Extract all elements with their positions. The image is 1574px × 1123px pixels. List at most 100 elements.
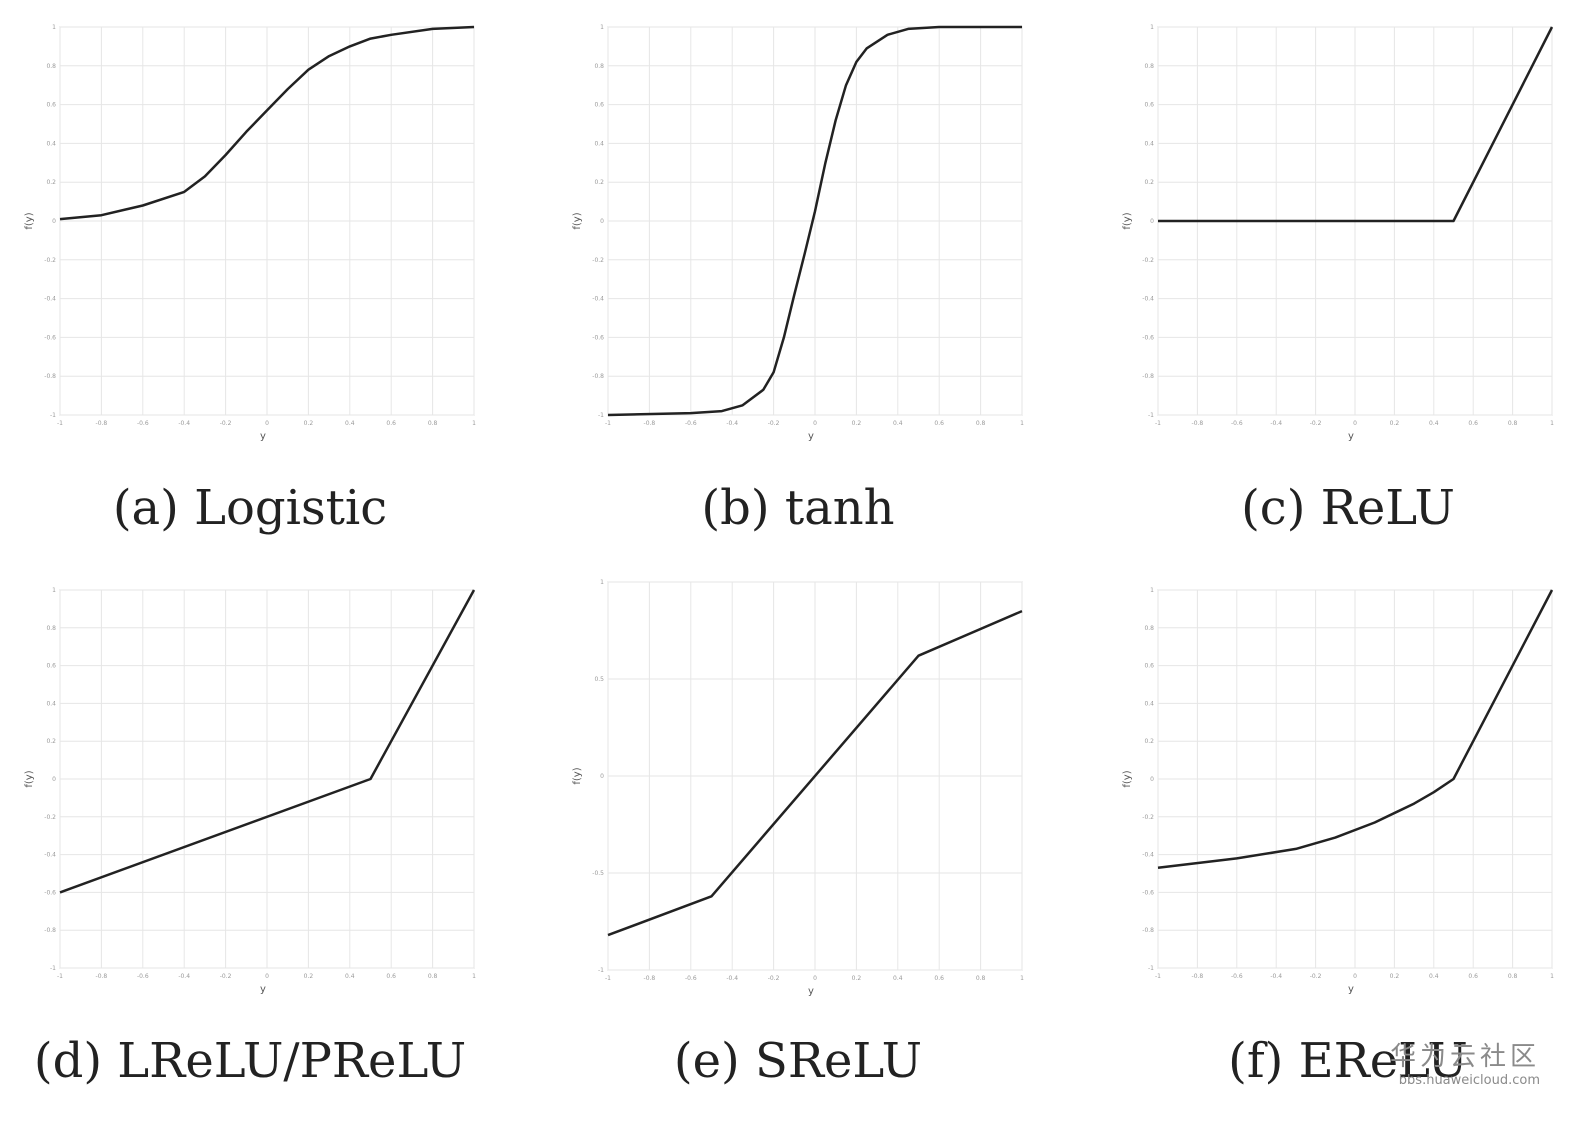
y-tick-label: 1 bbox=[600, 579, 604, 586]
y-tick-label: -0.2 bbox=[1142, 814, 1154, 821]
x-tick-label: 0.8 bbox=[1508, 973, 1518, 980]
series-line bbox=[607, 25, 1022, 417]
x-tick-label: -0.4 bbox=[178, 973, 190, 980]
x-tick-label: 0.6 bbox=[1468, 973, 1478, 980]
y-tick-label: 0.8 bbox=[594, 63, 604, 70]
caption-tanh: (b) tanh bbox=[701, 480, 895, 536]
y-tick-label: 0 bbox=[1150, 776, 1154, 783]
y-tick-label: -0.4 bbox=[592, 296, 604, 303]
y-tick-label: -0.8 bbox=[1142, 373, 1154, 380]
y-tick-label: 0.2 bbox=[1144, 179, 1154, 186]
y-tick-label: -1 bbox=[598, 967, 604, 974]
y-tick-label: 1 bbox=[1150, 24, 1154, 31]
caption-erelu: (f) EReLU bbox=[1228, 1033, 1468, 1089]
y-tick-label: 0 bbox=[52, 218, 56, 225]
x-tick-label: 0.8 bbox=[428, 420, 438, 427]
x-tick-label: -0.8 bbox=[96, 973, 108, 980]
caption-lrelu-prelu: (d) LReLU/PReLU bbox=[33, 1033, 467, 1089]
x-tick-label: -0.8 bbox=[1192, 420, 1204, 427]
y-tick-label: -0.2 bbox=[44, 257, 56, 264]
y-tick-label: 0.8 bbox=[1144, 625, 1154, 632]
y-tick-label: 0.8 bbox=[46, 625, 56, 632]
x-axis-label: y bbox=[1348, 984, 1354, 995]
x-tick-label: 0.2 bbox=[304, 973, 314, 980]
x-tick-label: 0.8 bbox=[976, 975, 986, 982]
x-tick-label: 0.2 bbox=[304, 420, 314, 427]
y-tick-label: 0.2 bbox=[1144, 738, 1154, 745]
y-tick-label: 0.4 bbox=[1144, 140, 1154, 147]
y-tick-label: -0.8 bbox=[44, 373, 56, 380]
x-tick-label: 1 bbox=[1020, 420, 1024, 427]
x-tick-label: -1 bbox=[1155, 420, 1161, 427]
y-tick-label: -0.2 bbox=[592, 257, 604, 264]
y-tick-label: 0.6 bbox=[1144, 102, 1154, 109]
x-tick-label: 0.8 bbox=[1508, 420, 1518, 427]
x-tick-label: 0.6 bbox=[934, 975, 944, 982]
chart-srelu: -1 -0.8 -0.6 -0.4 -0.2 0 0.2 0.4 0.6 0.8 1 -1 -0.5 0 0… bbox=[572, 579, 1024, 997]
x-tick-label: 1 bbox=[1020, 975, 1024, 982]
y-tick-label: -0.8 bbox=[1142, 927, 1154, 934]
y-tick-label: 0.2 bbox=[46, 179, 56, 186]
x-tick-label: -1 bbox=[605, 975, 611, 982]
chart-relu: -1 -0.8 -0.6 -0.4 -0.2 0 0.2 0.4 0.6 0.8 1 -1 -0.8 -0… bbox=[1122, 24, 1554, 442]
panel-erelu: -1 -0.8 -0.6 -0.4 -0.2 0 0.2 0.4 0.6 0.8 1 -1 -0.8 -0… bbox=[1118, 578, 1574, 1089]
watermark-url: bbs.huaweicloud.com bbox=[1398, 1073, 1540, 1088]
chart-lrelu-prelu: -1 -0.8 -0.6 -0.4 -0.2 0 0.2 0.4 0.6 0.8 1 -1 -0.8 -0… bbox=[24, 587, 476, 995]
y-tick-label: 0.2 bbox=[594, 179, 604, 186]
x-tick-label: 0.4 bbox=[893, 420, 903, 427]
y-tick-label: -1 bbox=[50, 965, 56, 972]
x-tick-label: 0.6 bbox=[386, 973, 396, 980]
y-tick-label: -0.6 bbox=[44, 334, 56, 341]
y-tick-label: 0.4 bbox=[1144, 700, 1154, 707]
x-tick-label: -0.2 bbox=[220, 973, 232, 980]
y-tick-label: -1 bbox=[1148, 412, 1154, 419]
y-axis-label: f(y) bbox=[24, 212, 35, 229]
x-tick-label: -0.2 bbox=[1310, 420, 1322, 427]
x-tick-label: 0.4 bbox=[345, 973, 355, 980]
x-tick-label: 1 bbox=[472, 973, 476, 980]
x-tick-label: 0.6 bbox=[1468, 420, 1478, 427]
chart-erelu: -1 -0.8 -0.6 -0.4 -0.2 0 0.2 0.4 0.6 0.8 1 -1 -0.8 -0… bbox=[1122, 587, 1554, 995]
x-tick-label: 0 bbox=[813, 420, 817, 427]
x-tick-label: -0.6 bbox=[137, 420, 149, 427]
x-tick-label: 0 bbox=[1353, 973, 1357, 980]
x-tick-label: -0.2 bbox=[1310, 973, 1322, 980]
x-tick-label: 1 bbox=[1550, 973, 1554, 980]
caption-srelu: (e) SReLU bbox=[673, 1033, 923, 1089]
x-tick-label: -0.4 bbox=[726, 420, 738, 427]
x-tick-label: -0.4 bbox=[1270, 973, 1282, 980]
caption-relu: (c) ReLU bbox=[1241, 480, 1455, 536]
series-line bbox=[607, 609, 1023, 937]
x-tick-label: -0.4 bbox=[726, 975, 738, 982]
x-tick-label: 0.2 bbox=[852, 420, 862, 427]
caption-logistic: (a) Logistic bbox=[112, 480, 388, 536]
watermark: 华为云社区 bbs.huaweicloud.com bbox=[1390, 1036, 1540, 1088]
x-tick-label: -1 bbox=[57, 973, 63, 980]
x-tick-label: -0.6 bbox=[137, 973, 149, 980]
panel-tanh: -1 -0.8 -0.6 -0.4 -0.2 0 0.2 0.4 0.6 0.8 1 -1 -0.8 -0… bbox=[568, 15, 1068, 536]
y-tick-label: -0.6 bbox=[1142, 334, 1154, 341]
x-tick-label: -0.8 bbox=[1192, 973, 1204, 980]
chart-logistic: -1 -0.8 -0.6 -0.4 -0.2 0 0.2 0.4 0.6 0.8 1 -1 -0.8 -0… bbox=[24, 24, 476, 442]
x-tick-label: 0 bbox=[265, 973, 269, 980]
x-tick-label: 0.6 bbox=[386, 420, 396, 427]
x-tick-label: 0.4 bbox=[1429, 973, 1439, 980]
y-tick-label: 0.4 bbox=[594, 140, 604, 147]
y-tick-label: 0 bbox=[1150, 218, 1154, 225]
y-tick-label: 0.8 bbox=[46, 63, 56, 70]
y-tick-label: 0.6 bbox=[46, 663, 56, 670]
x-tick-label: 0.4 bbox=[1429, 420, 1439, 427]
watermark-title: 华为云社区 bbox=[1389, 1042, 1540, 1072]
y-tick-label: 1 bbox=[600, 24, 604, 31]
panel-logistic: -1 -0.8 -0.6 -0.4 -0.2 0 0.2 0.4 0.6 0.8 1 -1 -0.8 -0… bbox=[20, 15, 520, 536]
chart-tanh: -1 -0.8 -0.6 -0.4 -0.2 0 0.2 0.4 0.6 0.8 1 -1 -0.8 -0… bbox=[572, 24, 1024, 442]
panel-relu: -1 -0.8 -0.6 -0.4 -0.2 0 0.2 0.4 0.6 0.8 1 -1 -0.8 -0… bbox=[1118, 15, 1574, 536]
x-tick-label: -1 bbox=[605, 420, 611, 427]
x-tick-label: -0.8 bbox=[644, 975, 656, 982]
x-axis-label: y bbox=[260, 431, 266, 442]
y-axis-label: f(y) bbox=[1122, 770, 1133, 787]
y-axis-label: f(y) bbox=[1122, 212, 1133, 229]
x-tick-label: 0 bbox=[1353, 420, 1357, 427]
x-tick-label: 0.2 bbox=[1390, 973, 1400, 980]
y-tick-label: -0.2 bbox=[44, 814, 56, 821]
